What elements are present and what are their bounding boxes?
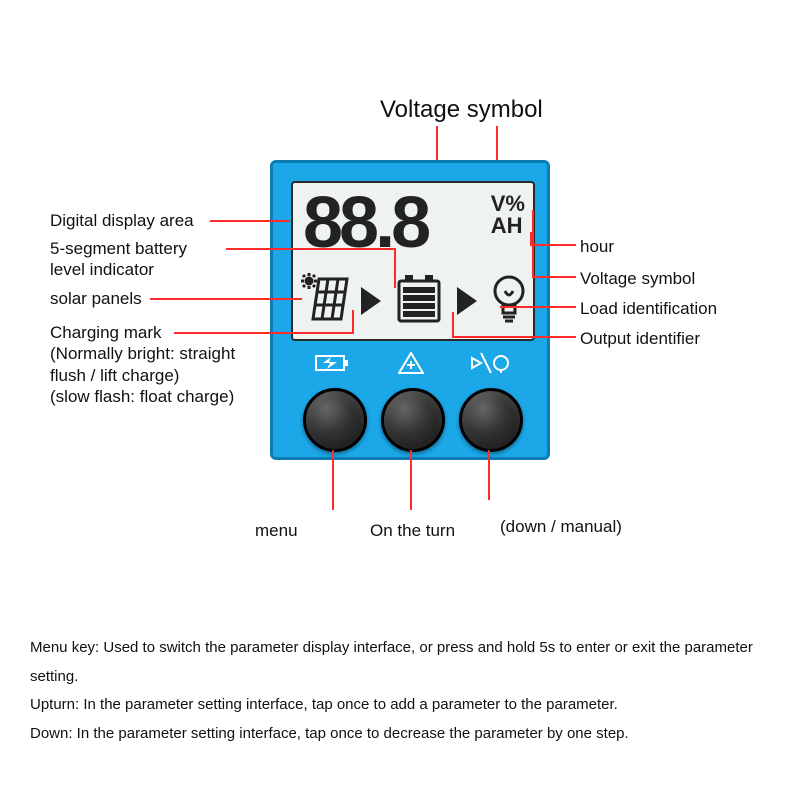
callout-line	[174, 332, 354, 334]
callout-charging-mark: Charging mark (Normally bright: straight…	[50, 322, 310, 407]
lcd-screen: 88.8 V% AH	[291, 181, 535, 341]
desc-line-upturn: Upturn: In the parameter setting interfa…	[30, 691, 770, 720]
arrow-icon	[361, 287, 381, 315]
bulb-icon	[489, 273, 529, 330]
load-bulb-small-icon	[471, 352, 511, 379]
battery-level-icon	[393, 273, 445, 330]
unit-ah: AH	[491, 215, 525, 237]
button-label-up: On the turn	[370, 520, 455, 541]
device-panel: 88.8 V% AH	[270, 160, 550, 460]
callout-voltage-symbol-right: Voltage symbol	[580, 268, 695, 289]
up-button[interactable]	[381, 388, 445, 452]
menu-button[interactable]	[303, 388, 367, 452]
callout-hour: hour	[580, 236, 614, 257]
callout-voltage-symbol-top: Voltage symbol	[380, 95, 543, 125]
desc-line-menu: Menu key: Used to switch the parameter d…	[30, 634, 770, 691]
callout-line	[452, 312, 454, 338]
desc-line-down: Down: In the parameter setting interface…	[30, 720, 770, 749]
lcd-icon-row	[301, 271, 529, 331]
callout-line	[352, 310, 354, 334]
callout-battery-indicator: 5-segment battery level indicator	[50, 238, 310, 281]
callout-line	[210, 220, 290, 222]
callout-line	[452, 336, 576, 338]
callout-line	[150, 298, 302, 300]
solar-panel-icon	[301, 273, 349, 330]
callout-line	[394, 248, 396, 288]
callout-line	[532, 210, 534, 278]
unit-symbols: V% AH	[491, 193, 525, 237]
callout-line	[332, 450, 334, 510]
arrow-icon	[457, 287, 477, 315]
callout-load-identification: Load identification	[580, 298, 717, 319]
callout-line	[532, 276, 576, 278]
callout-output-identifier: Output identifier	[580, 328, 700, 349]
button-label-menu: menu	[255, 520, 298, 541]
charge-icon	[315, 353, 351, 378]
diagram-stage: Voltage symbol 88.8 V% AH	[0, 0, 800, 800]
callout-line	[410, 450, 412, 510]
callout-digital-display: Digital display area	[50, 210, 194, 231]
callout-line	[500, 306, 576, 308]
down-button[interactable]	[459, 388, 523, 452]
blue-icon-strip	[291, 351, 535, 379]
unit-v-percent: V%	[491, 193, 525, 215]
description-block: Menu key: Used to switch the parameter d…	[30, 634, 770, 748]
callout-line	[488, 450, 490, 500]
callout-line	[530, 244, 576, 246]
callout-line	[226, 248, 396, 250]
plus-warning-icon	[398, 352, 424, 379]
callout-solar-panels: solar panels	[50, 288, 142, 309]
button-label-down: (down / manual)	[500, 516, 622, 537]
